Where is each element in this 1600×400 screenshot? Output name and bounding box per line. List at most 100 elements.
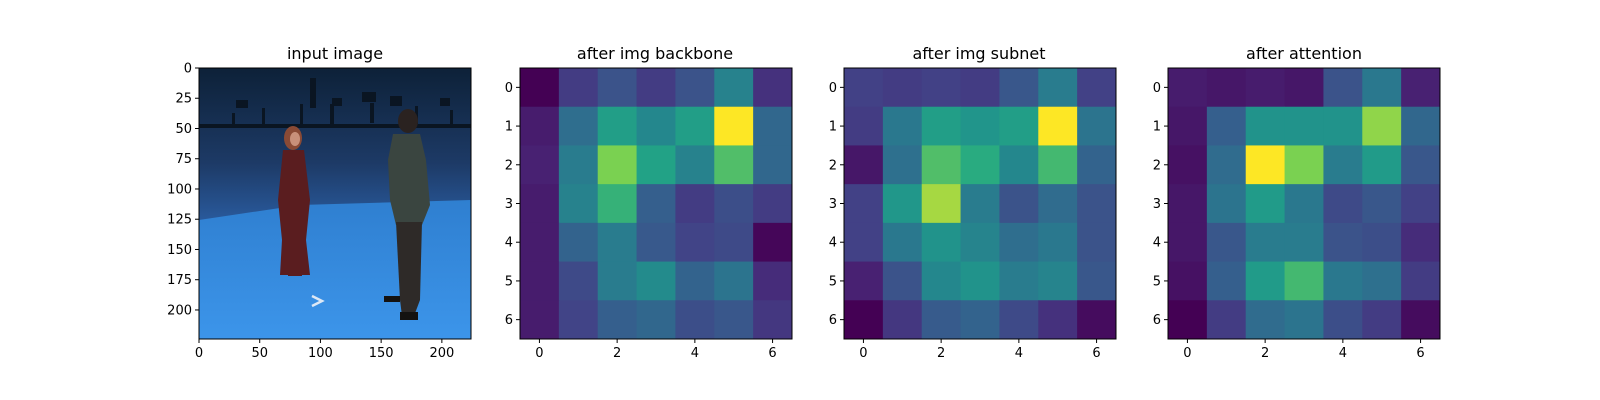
heatmap-cell bbox=[882, 300, 923, 340]
x-tick-label: 4 bbox=[691, 346, 699, 361]
heatmap-cell bbox=[1038, 222, 1078, 263]
panel-title: input image bbox=[287, 44, 383, 63]
y-tick-label: 5 bbox=[505, 274, 513, 289]
heatmap-cell bbox=[882, 68, 923, 108]
y-tick-label: 3 bbox=[1153, 197, 1161, 212]
heatmap-cell bbox=[714, 106, 754, 146]
axis-ticks: 0 2 4 6 0 1 2 3 4 5 6 bbox=[1153, 81, 1425, 361]
heatmap-cell bbox=[1206, 145, 1247, 185]
y-tick-label: 2 bbox=[829, 158, 837, 173]
heatmap-cell bbox=[520, 300, 560, 340]
heatmap-cell bbox=[1401, 68, 1441, 108]
heatmap-cell bbox=[882, 145, 923, 185]
heatmap-cell bbox=[675, 106, 715, 146]
panel-title: after img backbone bbox=[577, 44, 733, 63]
heatmap-cell bbox=[1362, 106, 1402, 146]
heatmap-cell bbox=[921, 184, 962, 224]
heatmap-cell bbox=[960, 300, 1000, 340]
panel-after-attention: after attention 0 2 4 6 0 1 2 3 4 5 6 bbox=[1153, 44, 1441, 361]
floor-marker bbox=[311, 294, 325, 308]
y-tick-label: 1 bbox=[829, 120, 837, 135]
axis-ticks: 0 50 100 150 200 0 25 50 75 100 125 150 175 200 bbox=[167, 62, 454, 362]
heatmap-cell bbox=[1323, 106, 1363, 146]
y-tick-label: 25 bbox=[175, 92, 192, 107]
heatmap-cell bbox=[520, 145, 560, 185]
y-tick-label: 4 bbox=[505, 236, 513, 251]
heatmap-cell bbox=[1323, 145, 1363, 185]
heatmap-cell bbox=[921, 145, 962, 185]
y-tick-label: 150 bbox=[167, 243, 192, 258]
x-tick-label: 100 bbox=[308, 346, 333, 361]
panel-title: after img subnet bbox=[912, 44, 1045, 63]
heatmap-cell bbox=[921, 261, 962, 301]
heatmap-cell bbox=[675, 300, 715, 340]
x-tick-label: 0 bbox=[195, 346, 203, 361]
x-tick-label: 0 bbox=[535, 346, 543, 361]
heatmap-cell bbox=[999, 300, 1039, 340]
heatmap-cell bbox=[960, 184, 1000, 224]
heatmap-cell bbox=[520, 184, 560, 224]
heatmap-cell bbox=[558, 106, 599, 146]
heatmap-cell bbox=[1168, 261, 1208, 301]
y-tick-label: 0 bbox=[1153, 81, 1161, 96]
heatmap-cell bbox=[1401, 261, 1441, 301]
heatmap-cell bbox=[1077, 222, 1117, 263]
heatmap-cell bbox=[520, 106, 560, 146]
x-tick-label: 6 bbox=[1416, 346, 1424, 361]
heatmap-cell bbox=[921, 222, 962, 263]
panel-after-img-subnet: after img subnet 0 2 4 6 0 1 2 3 4 5 6 bbox=[829, 44, 1117, 361]
heatmap-cell bbox=[1362, 68, 1402, 108]
heatmap-cell bbox=[844, 106, 884, 146]
heatmap-cell bbox=[520, 222, 560, 263]
heatmap-cell bbox=[921, 106, 962, 146]
heatmap-cell bbox=[636, 300, 676, 340]
heatmap-cell bbox=[999, 222, 1039, 263]
y-tick-label: 0 bbox=[829, 81, 837, 96]
heatmap-cell bbox=[558, 300, 599, 340]
heatmap-cell bbox=[1362, 300, 1402, 340]
heatmap-cell bbox=[1168, 106, 1208, 146]
heatmap-cell bbox=[1077, 300, 1117, 340]
heatmap-cell bbox=[1401, 145, 1441, 185]
panel-after-img-backbone: after img backbone 0 2 4 6 0 1 2 3 4 5 6 bbox=[505, 44, 793, 361]
heatmap-cell bbox=[597, 261, 638, 301]
heatmap-cell bbox=[1038, 261, 1078, 301]
heatmap-cell bbox=[597, 106, 638, 146]
heatmap-cell bbox=[753, 145, 793, 185]
heatmap-cell bbox=[1323, 184, 1363, 224]
heatmap-cell bbox=[1284, 261, 1324, 301]
heatmap-cell bbox=[844, 184, 884, 224]
heatmap-cell bbox=[1245, 184, 1286, 224]
y-tick-label: 4 bbox=[829, 236, 837, 251]
y-tick-label: 125 bbox=[167, 213, 192, 228]
heatmap-cell bbox=[597, 68, 638, 108]
heatmap-cell bbox=[921, 300, 962, 340]
heatmap-cell bbox=[999, 106, 1039, 146]
x-tick-label: 200 bbox=[429, 346, 454, 361]
heatmap-cell bbox=[1077, 106, 1117, 146]
heatmap-cell bbox=[960, 106, 1000, 146]
heatmap-cell bbox=[1284, 300, 1324, 340]
y-tick-label: 3 bbox=[829, 197, 837, 212]
heatmap-cell bbox=[1401, 300, 1441, 340]
y-tick-label: 100 bbox=[167, 182, 192, 197]
heatmap-cell bbox=[714, 184, 754, 224]
person-left bbox=[278, 126, 310, 276]
y-tick-label: 3 bbox=[505, 197, 513, 212]
heatmap-cell bbox=[1168, 68, 1208, 108]
x-tick-label: 150 bbox=[369, 346, 394, 361]
heatmap-cell bbox=[1245, 261, 1286, 301]
heatmap-cell bbox=[675, 261, 715, 301]
heatmap-cell bbox=[1077, 184, 1117, 224]
heatmap-cell bbox=[1284, 68, 1324, 108]
heatmap-cell bbox=[1284, 184, 1324, 224]
heatmap-cell bbox=[753, 106, 793, 146]
y-tick-label: 200 bbox=[167, 303, 192, 318]
heatmap-cell bbox=[1245, 106, 1286, 146]
heatmap-cell bbox=[753, 261, 793, 301]
heatmap-cell bbox=[1038, 145, 1078, 185]
heatmap-cell bbox=[1168, 145, 1208, 185]
axis-ticks: 0 2 4 6 0 1 2 3 4 5 6 bbox=[505, 81, 777, 361]
heatmap-cell bbox=[597, 145, 638, 185]
heatmap-cell bbox=[558, 145, 599, 185]
